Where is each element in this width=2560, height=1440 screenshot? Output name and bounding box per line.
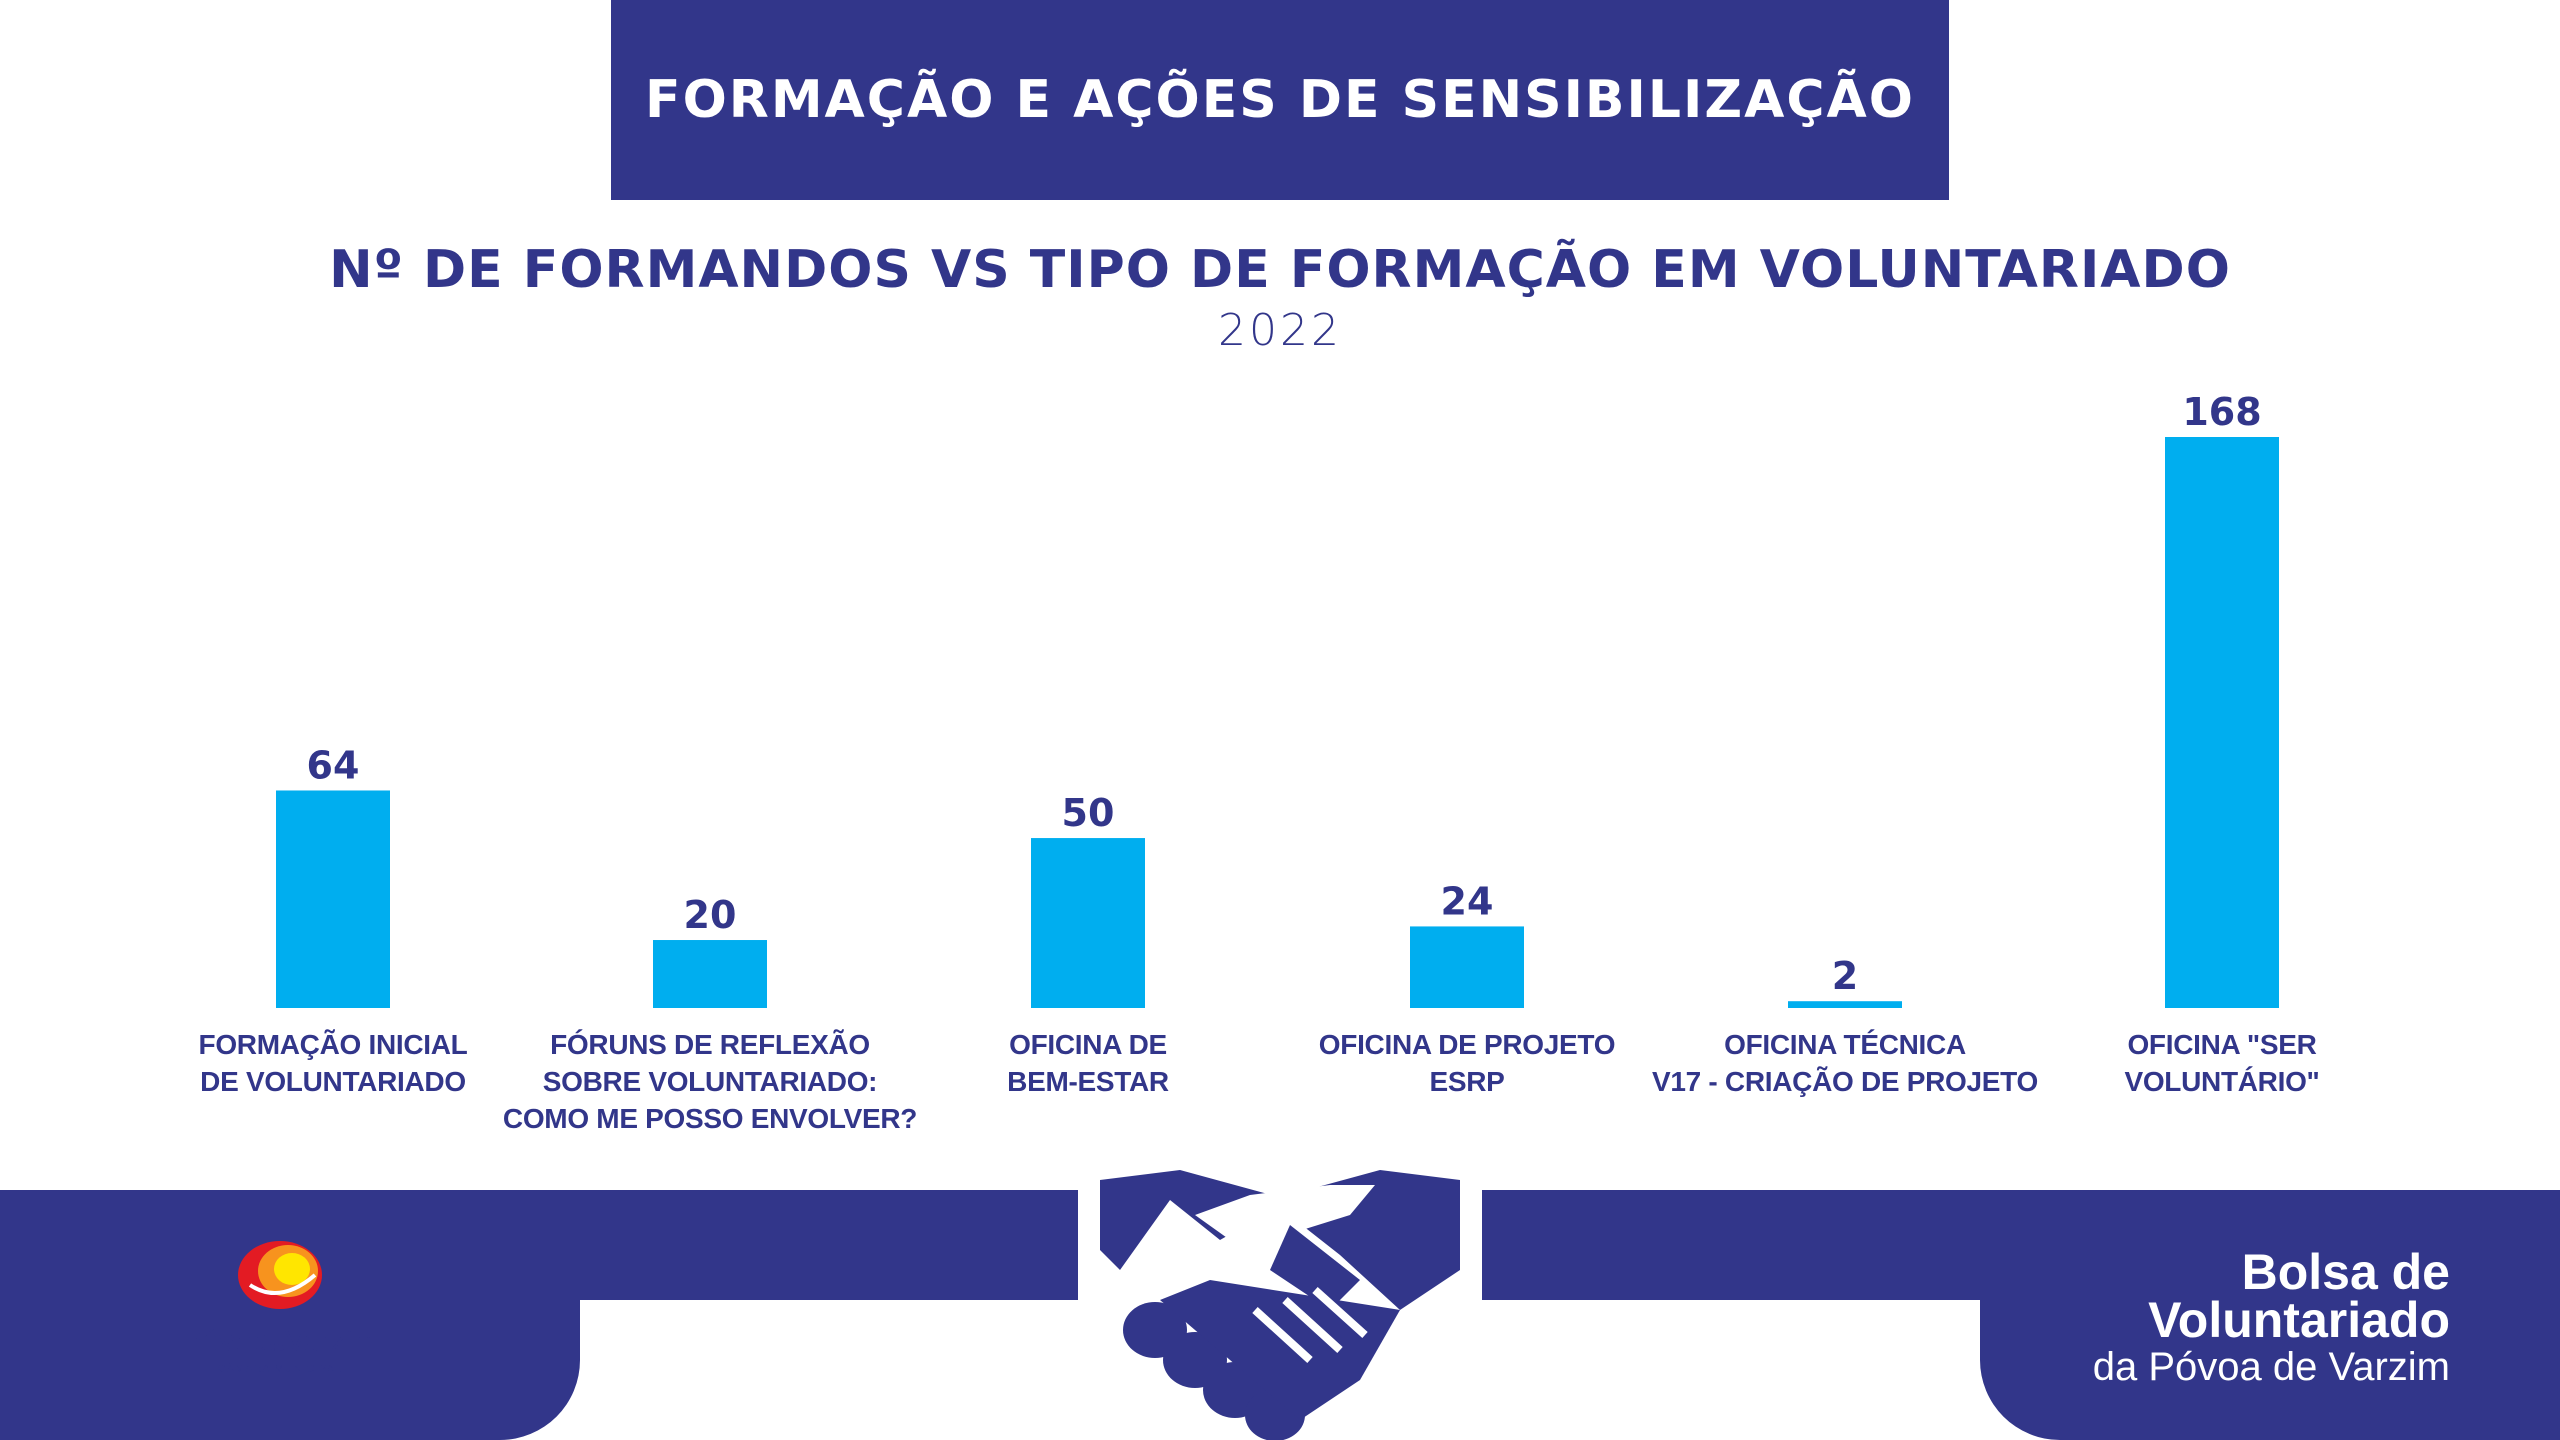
- logo-name-part1: Póvoa: [181, 1323, 270, 1358]
- municipal-logo: PóvoadeVarzim CÂMARA MUNICIPAL: [160, 1235, 400, 1375]
- banner-title: FORMAÇÃO E AÇÕES DE SENSIBILIZAÇÃO: [645, 70, 1915, 130]
- handshake-icon: [1100, 1170, 1460, 1440]
- brand-line2: Voluntariado: [2148, 1292, 2450, 1348]
- bar: [653, 940, 767, 1008]
- category-label: FORMAÇÃO INICIAL DE VOLUNTARIADO: [198, 1029, 468, 1097]
- data-label: 2: [1832, 954, 1858, 998]
- category-label: OFICINA "SER VOLUNTÁRIO": [2124, 1029, 2320, 1097]
- data-label: 20: [684, 893, 737, 937]
- chart-title: Nº DE FORMANDOS VS TIPO DE FORMAÇÃO EM V…: [329, 240, 2231, 300]
- bar: [1410, 926, 1524, 1008]
- chart-subtitle: 2022: [1218, 305, 1342, 356]
- brand-line1: Bolsa de: [2241, 1244, 2450, 1300]
- logo-name: PóvoadeVarzim: [160, 1323, 400, 1359]
- bar-chart: 64 20 50 24 2 168: [276, 390, 2279, 1008]
- logo-subtitle: CÂMARA MUNICIPAL: [217, 1363, 343, 1375]
- footer-band: [0, 1170, 2560, 1440]
- category-label: OFICINA DE PROJETO ESRP: [1318, 1029, 1616, 1097]
- category-label: FÓRUNS DE REFLEXÃO SOBRE VOLUNTARIADO: C…: [502, 1029, 918, 1134]
- category-label: OFICINA DE BEM-ESTAR: [1007, 1029, 1169, 1097]
- data-label: 50: [1062, 791, 1115, 835]
- data-label: 168: [2182, 390, 2261, 434]
- data-label: 24: [1441, 879, 1494, 923]
- logo-emblem: [238, 1241, 322, 1309]
- logo-name-part2: Varzim: [284, 1323, 379, 1358]
- footer-right-panel: [1482, 1190, 2560, 1440]
- category-label: OFICINA TÉCNICA V17 - CRIAÇÃO DE PROJETO: [1652, 1029, 2038, 1097]
- brand-block: Bolsa de Voluntariado da Póvoa de Varzim: [2092, 1244, 2450, 1390]
- data-label: 64: [307, 743, 360, 787]
- brand-line3: da Póvoa de Varzim: [2092, 1345, 2450, 1389]
- bar: [1031, 838, 1145, 1008]
- logo-name-small: de: [269, 1338, 285, 1354]
- bar: [1788, 1001, 1902, 1008]
- bar: [276, 790, 390, 1008]
- bar: [2165, 437, 2279, 1008]
- header-banner: FORMAÇÃO E AÇÕES DE SENSIBILIZAÇÃO: [611, 0, 1949, 200]
